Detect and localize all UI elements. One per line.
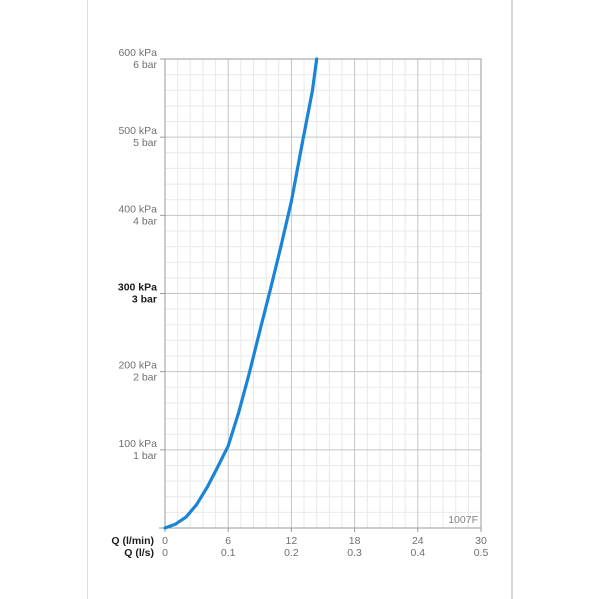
x-tick-label-ls: 0.5 — [474, 547, 489, 559]
x-axis-title-lmin: Q (l/min) — [111, 535, 154, 547]
y-tick-label-kpa: 300 kPa — [118, 282, 157, 294]
y-tick-label-bar: 5 bar — [133, 137, 157, 149]
x-tick-label-lmin: 30 — [475, 535, 487, 547]
x-tick-label-ls: 0.2 — [284, 547, 299, 559]
y-tick-label-bar: 4 bar — [133, 215, 157, 227]
x-tick-label-ls: 0 — [162, 547, 168, 559]
x-tick-label-lmin: 12 — [286, 535, 298, 547]
y-tick-label-kpa: 600 kPa — [118, 47, 157, 59]
x-tick-label-lmin: 6 — [225, 535, 231, 547]
y-tick-label-kpa: 100 kPa — [118, 438, 157, 450]
y-tick-label-kpa: 500 kPa — [118, 125, 157, 137]
series-line — [163, 57, 319, 530]
y-tick-label-bar: 6 bar — [133, 59, 157, 71]
x-tick-label-lmin: 24 — [412, 535, 424, 547]
y-tick-label-bar: 1 bar — [133, 450, 157, 462]
x-axis-title-ls: Q (l/s) — [124, 547, 154, 559]
x-tick-label-lmin: 18 — [349, 535, 361, 547]
x-tick-label-lmin: 0 — [162, 535, 168, 547]
y-tick-label-kpa: 200 kPa — [118, 360, 157, 372]
x-tick-label-ls: 0.1 — [221, 547, 236, 559]
x-tick-label-ls: 0.3 — [347, 547, 362, 559]
y-tick-label-kpa: 400 kPa — [118, 203, 157, 215]
page-edge-right — [511, 0, 513, 599]
page-edge-left — [87, 0, 88, 599]
y-tick-label-bar: 2 bar — [133, 372, 157, 384]
x-tick-label-ls: 0.4 — [410, 547, 425, 559]
y-tick-label-bar: 3 bar — [132, 294, 157, 306]
chart-code: 1007F — [448, 514, 478, 526]
